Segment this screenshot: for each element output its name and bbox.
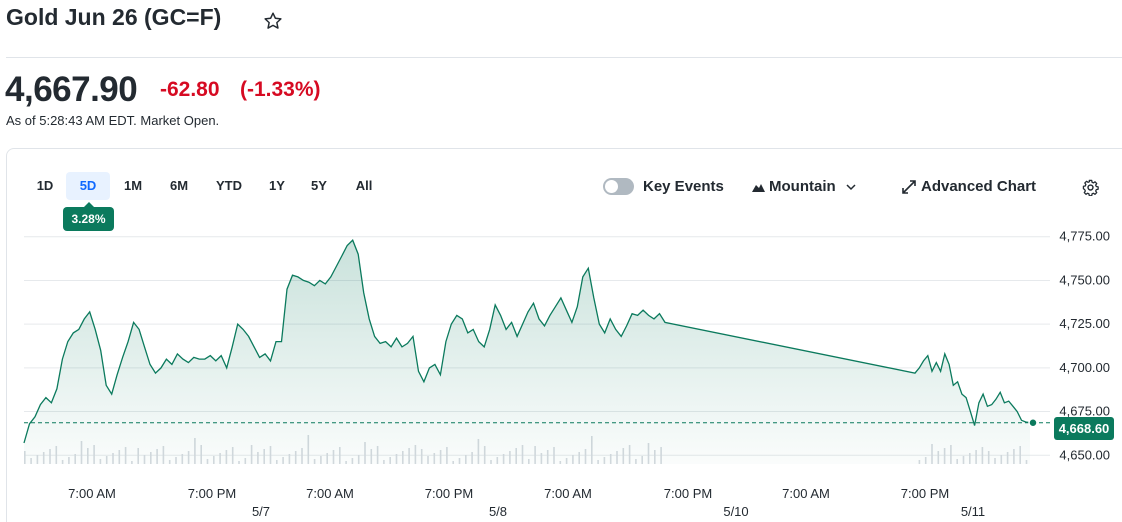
star-icon[interactable] bbox=[262, 10, 284, 32]
x-tick-label: 7:00 AM bbox=[306, 486, 354, 501]
x-tick-label: 7:00 AM bbox=[68, 486, 116, 501]
x-tick-label: 7:00 PM bbox=[425, 486, 473, 501]
chart-type-button[interactable]: Mountain bbox=[769, 178, 836, 195]
range-5y[interactable]: 5Y bbox=[311, 178, 327, 193]
price-chart[interactable]: 4,775.00 4,750.00 4,725.00 4,700.00 4,675.00… bbox=[0, 220, 1122, 522]
x-tick-label: 7:00 PM bbox=[664, 486, 712, 501]
last-price-badge: 4,668.60 bbox=[1054, 417, 1114, 440]
advanced-chart-button[interactable]: Advanced Chart bbox=[921, 178, 1037, 195]
key-events-label[interactable]: Key Events bbox=[643, 178, 724, 195]
y-tick-label: 4,700.00 bbox=[1059, 360, 1110, 375]
x-tick-label: 7:00 AM bbox=[782, 486, 830, 501]
y-tick-label: 4,650.00 bbox=[1059, 447, 1110, 462]
x-date-label: 5/10 bbox=[723, 504, 748, 519]
range-all[interactable]: All bbox=[355, 178, 373, 193]
toggle-knob bbox=[605, 180, 618, 193]
x-date-label: 5/11 bbox=[961, 504, 985, 519]
x-tick-label: 7:00 PM bbox=[901, 486, 949, 501]
range-ytd[interactable]: YTD bbox=[216, 178, 242, 193]
key-events-toggle[interactable] bbox=[603, 178, 634, 195]
gear-icon[interactable] bbox=[1082, 179, 1099, 196]
range-6m[interactable]: 6M bbox=[169, 178, 189, 193]
current-price: 4,667.90 bbox=[5, 70, 138, 109]
quote-timestamp: As of 5:28:43 AM EDT. Market Open. bbox=[6, 113, 220, 128]
price-change-percent: (-1.33%) bbox=[240, 78, 321, 101]
chevron-down-icon[interactable] bbox=[846, 183, 856, 191]
range-change-badge: 3.28% bbox=[63, 202, 114, 231]
expand-icon bbox=[902, 180, 916, 194]
x-tick-label: 7:00 AM bbox=[544, 486, 592, 501]
range-5d[interactable]: 5D bbox=[66, 172, 110, 200]
chart-card bbox=[6, 148, 1122, 522]
y-tick-label: 4,675.00 bbox=[1059, 404, 1110, 419]
x-tick-label: 7:00 PM bbox=[188, 486, 236, 501]
y-tick-label: 4,750.00 bbox=[1059, 272, 1110, 287]
page-title: Gold Jun 26 (GC=F) bbox=[6, 4, 222, 30]
range-1y[interactable]: 1Y bbox=[269, 178, 285, 193]
price-area bbox=[24, 240, 1030, 464]
range-1d[interactable]: 1D bbox=[36, 178, 54, 193]
last-price-dot bbox=[1028, 417, 1038, 428]
header-divider bbox=[6, 57, 1122, 58]
mountain-icon bbox=[752, 184, 765, 192]
y-tick-label: 4,725.00 bbox=[1059, 316, 1110, 331]
x-date-label: 5/7 bbox=[252, 504, 270, 519]
range-1m[interactable]: 1M bbox=[123, 178, 143, 193]
price-change: -62.80 bbox=[160, 78, 220, 101]
x-date-label: 5/8 bbox=[489, 504, 507, 519]
y-tick-label: 4,775.00 bbox=[1059, 229, 1110, 244]
price-line bbox=[23, 239, 1031, 444]
